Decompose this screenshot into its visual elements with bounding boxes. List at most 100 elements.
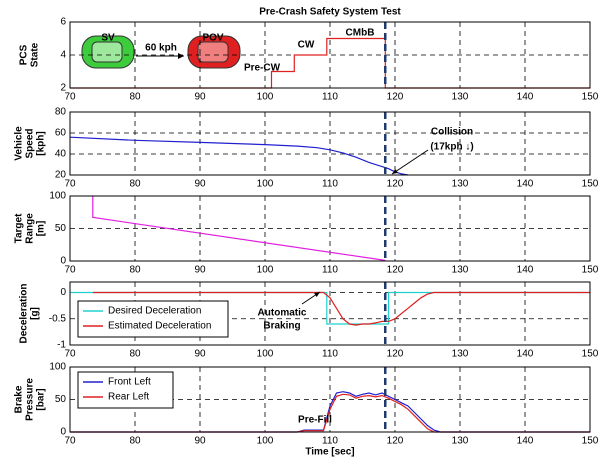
x-tick-label: 120 (387, 265, 404, 276)
y-tick-label: 20 (55, 170, 67, 181)
x-tick-label: 110 (322, 92, 338, 103)
y-tick-label: 0 (60, 427, 66, 438)
y-axis-label: Speed (25, 128, 36, 158)
y-tick-label: 6 (60, 17, 66, 28)
x-tick-label: 140 (517, 349, 534, 360)
y-axis-label: [bar] (36, 388, 47, 410)
x-tick-label: 130 (452, 349, 469, 360)
x-tick-label: 80 (129, 265, 141, 276)
y-tick-label: 40 (55, 149, 67, 160)
x-tick-label: 70 (64, 265, 76, 276)
annotation: CW (298, 40, 315, 51)
x-tick-label: 90 (194, 179, 206, 190)
x-tick-label: 140 (517, 92, 534, 103)
arrow-head (314, 292, 320, 298)
x-tick-label: 100 (257, 436, 274, 447)
x-tick-label: 130 (452, 265, 469, 276)
x-tick-label: 90 (194, 436, 206, 447)
y-tick-label: 100 (49, 362, 66, 373)
x-tick-label: 80 (129, 92, 141, 103)
plot-frame (69, 21, 591, 89)
annotation: Pre-CW (244, 63, 281, 74)
annotation: (17kph ↓) (430, 142, 473, 153)
cars (81, 35, 241, 69)
x-tick-label: 100 (257, 265, 274, 276)
line (92, 196, 386, 261)
y-tick-label: -1 (57, 340, 66, 351)
x-tick-label: 130 (452, 92, 469, 103)
x-tick-label: 90 (194, 92, 206, 103)
x-tick-label: 90 (194, 265, 206, 276)
x-tick-label: 150 (582, 349, 599, 360)
y-axis-label: State (30, 42, 41, 67)
legend-label: Front Left (108, 377, 151, 388)
x-tick-label: 110 (322, 179, 338, 190)
x-tick-label: 100 (257, 92, 274, 103)
y-tick-label: 50 (55, 223, 67, 234)
x-tick-label: 150 (582, 265, 599, 276)
legend-box (77, 300, 229, 338)
x-tick-label: 100 (257, 179, 274, 190)
x-tick-label: 110 (322, 265, 338, 276)
y-axis-label: Target (14, 213, 25, 243)
line (70, 393, 590, 433)
annotation: Automatic (258, 308, 307, 319)
annotation: Braking (263, 321, 300, 332)
y-axis-label: Brake (14, 385, 25, 413)
y-axis-label: PCS (19, 44, 30, 65)
x-axis-label: Time [sec] (305, 447, 354, 458)
x-tick-label: 140 (517, 179, 534, 190)
y-tick-label: 4 (60, 50, 66, 61)
legend-label: Rear Left (108, 392, 149, 403)
legend-label: Estimated Deceleration (108, 321, 211, 332)
y-tick-label: 0 (60, 287, 66, 298)
x-tick-label: 140 (517, 436, 534, 447)
y-tick-label: 100 (49, 191, 66, 202)
x-tick-label: 150 (582, 179, 599, 190)
y-axis-label: Pressure (25, 378, 36, 421)
y-tick-label: 80 (55, 107, 67, 118)
chart-title: Pre-Crash Safety System Test (259, 7, 401, 18)
y-axis-label: Deceleration (19, 283, 30, 343)
annotation: POV (202, 33, 223, 44)
annotation-arrow (391, 149, 429, 175)
line (70, 391, 590, 433)
x-tick-label: 120 (387, 349, 404, 360)
x-tick-label: 70 (64, 179, 76, 190)
y-axis-label: [kph] (36, 131, 47, 155)
legend-label: Desired Deceleration (108, 306, 201, 317)
x-tick-label: 70 (64, 436, 76, 447)
legend-box (77, 371, 174, 409)
y-tick-label: 2 (60, 83, 66, 94)
annotation: CMbB (346, 28, 375, 39)
x-tick-label: 110 (322, 436, 338, 447)
line (92, 291, 590, 326)
y-axis-label: [g] (30, 307, 41, 320)
annotation: Collision (431, 127, 473, 138)
arrow-head (392, 168, 398, 174)
line (69, 136, 409, 176)
x-tick-label: 70 (64, 92, 76, 103)
x-tick-label: 70 (64, 349, 76, 360)
annotation: SV (101, 33, 115, 44)
y-axis-label: Range (25, 213, 36, 244)
plot-frame (69, 281, 591, 346)
y-tick-label: 50 (55, 394, 67, 405)
x-tick-label: 80 (129, 349, 141, 360)
annotation: 60 kph (145, 43, 177, 54)
x-tick-label: 150 (582, 92, 599, 103)
plot-frame (69, 111, 591, 176)
x-tick-label: 80 (129, 436, 141, 447)
plot-frame (69, 195, 591, 262)
y-axis-label: Vehicle (14, 126, 25, 161)
x-tick-label: 90 (194, 349, 206, 360)
plot-frame (69, 366, 591, 433)
y-tick-label: -0.5 (49, 313, 67, 324)
x-tick-label: 120 (387, 179, 404, 190)
x-tick-label: 130 (452, 179, 469, 190)
y-axis-label: [m] (36, 221, 47, 237)
x-tick-label: 120 (387, 436, 404, 447)
x-tick-label: 140 (517, 265, 534, 276)
annotation: Pre-Fill (298, 415, 332, 426)
x-tick-label: 80 (129, 179, 141, 190)
